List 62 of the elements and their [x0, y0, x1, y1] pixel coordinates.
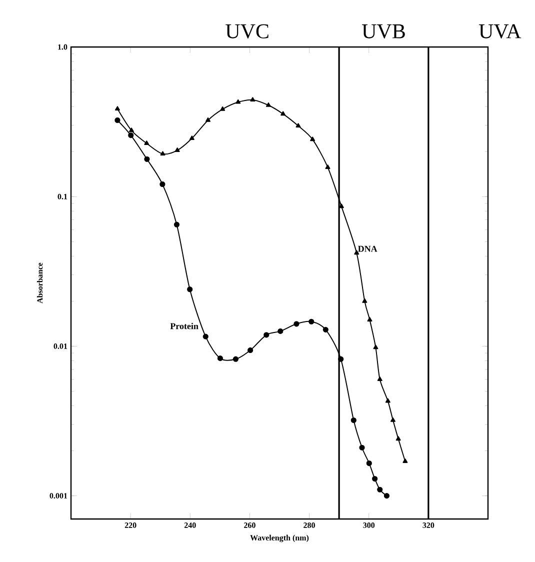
point — [280, 111, 286, 116]
point — [396, 436, 401, 441]
point — [294, 321, 300, 327]
point — [385, 398, 390, 403]
x-tick-label: 240 — [184, 522, 196, 528]
point — [390, 417, 396, 422]
point — [232, 356, 239, 362]
point — [236, 99, 241, 104]
point — [377, 376, 382, 382]
point — [266, 102, 271, 107]
y-tick-label: 0.01 — [54, 344, 68, 349]
x-tick-label: 220 — [124, 522, 136, 528]
point — [206, 117, 210, 122]
point — [377, 486, 383, 492]
point — [338, 356, 344, 362]
x-tick-label: 300 — [363, 522, 375, 528]
point — [160, 181, 166, 188]
point — [189, 136, 194, 140]
series-label: DNA — [358, 246, 378, 252]
point — [174, 147, 180, 152]
point — [202, 334, 208, 340]
point — [264, 332, 270, 338]
point — [248, 347, 254, 354]
point — [174, 222, 180, 228]
x-tick-label: 260 — [244, 522, 256, 528]
text: UVB — [362, 24, 405, 38]
point — [114, 117, 120, 124]
point — [308, 318, 314, 324]
point — [310, 136, 316, 142]
point — [359, 444, 365, 450]
point — [296, 123, 301, 128]
y-axis-title: Absorbance — [36, 262, 43, 304]
y-tick-label: 0.001 — [50, 493, 68, 499]
point — [220, 106, 226, 111]
x-axis-title: Wavelength (nm) — [250, 534, 309, 542]
series-label: Protein — [170, 322, 198, 330]
text: UVC — [226, 24, 268, 38]
point — [160, 151, 166, 156]
y-tick-label: 0.1 — [58, 194, 68, 200]
point — [217, 356, 224, 362]
point — [350, 417, 356, 424]
point — [128, 132, 134, 138]
y-tick-label: 1.0 — [58, 44, 68, 50]
point — [402, 458, 408, 463]
point — [250, 97, 256, 102]
point — [373, 344, 378, 350]
point — [325, 164, 330, 169]
point — [278, 328, 284, 334]
point — [384, 493, 390, 499]
point — [144, 140, 150, 145]
point — [362, 298, 368, 303]
point — [114, 106, 120, 111]
point — [322, 326, 328, 332]
point — [187, 286, 193, 292]
point — [372, 476, 378, 482]
x-tick-label: 320 — [422, 522, 434, 528]
point — [366, 460, 372, 466]
point — [367, 317, 372, 322]
point — [144, 156, 150, 162]
point — [128, 128, 134, 132]
text: UVA — [478, 24, 522, 38]
x-tick-label: 280 — [304, 522, 315, 528]
